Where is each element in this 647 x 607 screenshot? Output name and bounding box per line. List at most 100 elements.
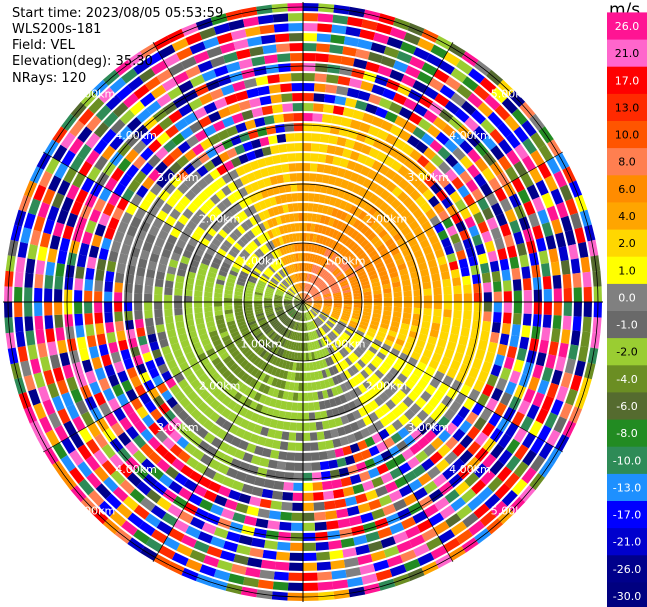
velocity-bin: [388, 330, 398, 338]
velocity-bin: [348, 216, 357, 226]
velocity-bin: [355, 329, 365, 337]
velocity-bin: [203, 252, 213, 261]
velocity-bin: [462, 354, 474, 367]
velocity-bin: [147, 154, 161, 168]
velocity-bin: [373, 239, 384, 249]
velocity-bin: [521, 266, 531, 279]
velocity-bin: [286, 371, 292, 380]
velocity-bin: [514, 384, 527, 400]
velocity-bin: [268, 282, 277, 288]
velocity-bin: [334, 271, 343, 278]
velocity-bin: [362, 213, 372, 224]
velocity-bin: [309, 233, 314, 242]
velocity-bin: [297, 302, 303, 310]
velocity-bin: [468, 202, 481, 216]
velocity-bin: [328, 418, 337, 429]
velocity-bin: [112, 207, 124, 221]
velocity-bin: [154, 316, 164, 326]
velocity-bin: [254, 117, 266, 128]
velocity-bin: [538, 442, 554, 460]
velocity-bin: [185, 319, 195, 327]
velocity-bin: [286, 277, 292, 285]
velocity-bin: [311, 382, 317, 391]
velocity-bin: [20, 360, 32, 377]
velocity-bin: [208, 352, 219, 362]
velocity-bin: [270, 263, 278, 272]
velocity-bin: [183, 429, 196, 442]
velocity-bin: [347, 16, 364, 28]
velocity-bin: [274, 306, 283, 310]
velocity-bin: [146, 100, 162, 115]
velocity-bin: [93, 391, 107, 406]
velocity-bin: [245, 335, 254, 343]
velocity-bin: [382, 283, 391, 290]
velocity-bin: [51, 192, 65, 209]
velocity-bin: [88, 245, 100, 259]
velocity-bin: [222, 224, 232, 235]
velocity-bin: [422, 403, 435, 416]
velocity-bin: [292, 342, 297, 351]
velocity-bin: [323, 347, 330, 356]
velocity-bin: [345, 269, 355, 277]
velocity-bin: [184, 307, 193, 315]
velocity-bin: [300, 273, 302, 282]
velocity-bin: [572, 316, 582, 332]
velocity-bin: [312, 482, 323, 491]
velocity-bin: [257, 508, 270, 519]
velocity-bin: [39, 170, 53, 188]
velocity-bin: [321, 174, 330, 184]
velocity-bin: [206, 320, 216, 328]
velocity-bin: [48, 412, 62, 429]
velocity-bin: [275, 216, 282, 225]
velocity-bin: [437, 229, 449, 241]
velocity-bin: [324, 500, 336, 510]
velocity-bin: [65, 264, 75, 278]
velocity-bin: [446, 204, 458, 217]
velocity-bin: [313, 299, 322, 301]
velocity-bin: [268, 354, 276, 364]
velocity-bin: [430, 44, 448, 59]
velocity-bin: [212, 472, 226, 484]
velocity-bin: [105, 493, 122, 510]
velocity-bin: [72, 228, 84, 243]
velocity-bin: [258, 394, 267, 404]
velocity-bin: [295, 153, 303, 162]
velocity-bin: [303, 253, 306, 262]
velocity-bin: [473, 211, 485, 225]
velocity-bin: [514, 143, 529, 160]
velocity-bin: [363, 242, 373, 251]
velocity-bin: [85, 219, 97, 234]
velocity-bin: [501, 490, 518, 507]
velocity-bin: [509, 370, 521, 385]
velocity-bin: [303, 372, 308, 381]
velocity-bin: [139, 68, 156, 83]
velocity-bin: [494, 237, 505, 250]
velocity-bin: [317, 391, 324, 400]
velocity-bin: [322, 290, 331, 295]
velocity-bin: [433, 294, 442, 302]
velocity-bin: [403, 290, 412, 297]
velocity-bin: [313, 302, 322, 304]
velocity-bin: [249, 275, 258, 282]
velocity-bin: [236, 280, 245, 287]
velocity-bin: [413, 289, 422, 297]
velocity-bin: [169, 147, 183, 161]
velocity-bin: [303, 352, 307, 361]
velocity-bin: [307, 392, 314, 401]
velocity-bin: [163, 409, 176, 422]
velocity-bin: [529, 252, 540, 266]
velocity-bin: [267, 207, 275, 217]
velocity-bin: [269, 175, 278, 186]
velocity-bin: [238, 273, 248, 281]
velocity-bin: [481, 230, 493, 243]
velocity-bin: [163, 451, 177, 465]
velocity-bin: [313, 93, 325, 103]
velocity-bin: [477, 197, 490, 211]
velocity-bin: [446, 387, 458, 400]
velocity-bin: [403, 302, 412, 308]
velocity-bin: [116, 503, 133, 519]
velocity-bin: [381, 361, 392, 371]
velocity-bin: [438, 529, 455, 544]
velocity-bin: [305, 312, 309, 321]
velocity-bin: [199, 27, 217, 40]
